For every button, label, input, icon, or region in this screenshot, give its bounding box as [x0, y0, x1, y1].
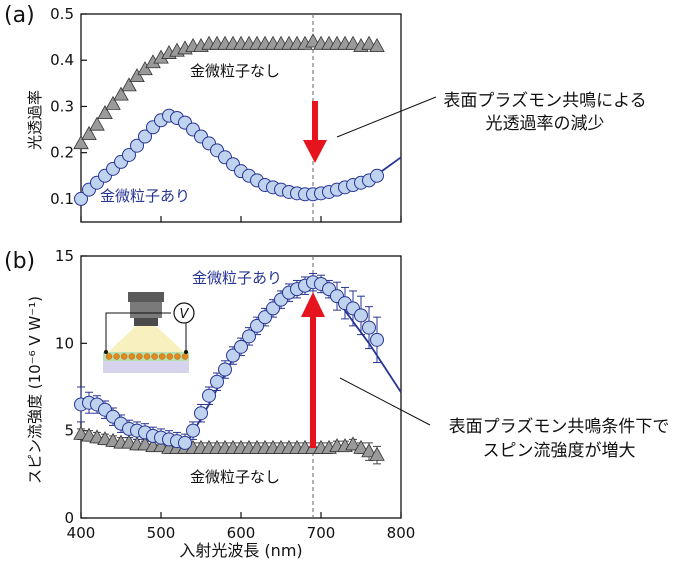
y-tick-label-a: 0.2 — [50, 144, 74, 162]
circle-point-b — [178, 435, 192, 450]
circle-point-b — [194, 406, 208, 421]
panel-a-ylabel: 光透過率 — [26, 90, 44, 150]
y-tick-label-a: 0.4 — [50, 51, 74, 69]
triangle-point-a — [73, 135, 89, 150]
gold-particle — [151, 353, 158, 360]
panel-a-label: (a) — [4, 3, 35, 28]
gold-particle — [113, 353, 120, 360]
triangle-point-a — [121, 77, 137, 92]
circle-point-b — [242, 329, 256, 344]
objective-lens-tip — [134, 318, 158, 326]
circle-point-a — [74, 191, 88, 206]
annotation-a-pointer — [336, 96, 437, 138]
gold-particle — [143, 353, 151, 360]
panel-b-label-without: 金微粒子なし — [190, 468, 280, 486]
contact-left — [104, 350, 108, 354]
triangle-point-b — [369, 446, 385, 461]
objective-lens-top — [128, 292, 164, 302]
circle-point-b — [362, 320, 376, 335]
annotation-a-line2: 光透過率の減少 — [486, 114, 605, 134]
triangle-point-a — [97, 105, 113, 120]
y-tick-label-b: 15 — [55, 247, 74, 265]
circle-point-a — [138, 129, 152, 144]
substrate — [103, 361, 189, 373]
panel-b-ylabel: スピン流強度 (10⁻⁶ V W⁻¹) — [26, 296, 44, 484]
circle-point-b — [234, 339, 248, 354]
annotation-b-pointer — [339, 377, 431, 426]
gold-particle — [105, 353, 113, 360]
gold-particle — [136, 353, 143, 360]
panel-a-marks — [73, 33, 402, 206]
increase-arrow — [301, 292, 325, 448]
x-axis-label: 入射光波長 (nm) — [179, 541, 302, 560]
y-tick-label-b: 5 — [64, 422, 74, 440]
panel-a-ticks: 0.1 0.2 0.3 0.4 0.5 — [50, 5, 402, 222]
x-tick-label: 600 — [227, 524, 256, 542]
decrease-arrow — [303, 101, 327, 163]
gold-particle — [181, 353, 189, 360]
triangle-point-a — [113, 86, 129, 101]
triangle-point-a — [369, 38, 385, 53]
circle-point-b — [370, 332, 384, 347]
x-tick-label: 700 — [307, 524, 336, 542]
circle-point-b — [210, 374, 224, 389]
triangle-point-a — [81, 125, 97, 140]
triangle-point-a — [129, 68, 145, 83]
panel-b-label-with: 金微粒子あり — [192, 269, 282, 287]
y-tick-label-a: 0.1 — [50, 190, 74, 208]
circle-point-a — [122, 147, 136, 162]
triangle-point-a — [89, 116, 105, 131]
x-tick-label: 500 — [147, 524, 176, 542]
circle-point-b — [186, 423, 200, 438]
voltmeter-symbol: V — [180, 307, 190, 322]
annotation-b-line1: 表面プラズモン共鳴条件下で — [449, 417, 670, 437]
circle-point-b — [218, 362, 232, 377]
panel-a-label-with: 金微粒子あり — [100, 187, 190, 205]
triangle-point-a — [137, 61, 153, 76]
triangle-point-a — [105, 95, 121, 110]
voltmeter-icon — [173, 302, 195, 324]
y-tick-label-b: 10 — [55, 334, 74, 352]
triangle-point-b — [353, 439, 369, 454]
gold-particle — [166, 353, 174, 360]
panel-b-label: (b) — [4, 249, 35, 274]
panel-b-ticks: 0 5 10 15 400 500 600 700 800 — [55, 247, 415, 542]
circle-point-b — [258, 310, 272, 325]
y-tick-label-a: 0.3 — [50, 97, 74, 115]
circle-point-b — [202, 388, 216, 403]
panel-a-label-without: 金微粒子なし — [190, 62, 280, 80]
wire-left — [105, 312, 171, 352]
gold-particle — [120, 353, 128, 360]
triangle-point-b — [345, 436, 361, 451]
circle-point-b — [266, 301, 280, 316]
circle-point-b — [354, 308, 368, 323]
y-tick-label-a: 0.5 — [50, 5, 74, 23]
circle-point-b — [250, 318, 264, 333]
x-tick-label: 800 — [387, 524, 416, 542]
light-beam — [108, 326, 184, 352]
circle-point-a — [130, 138, 144, 153]
x-tick-label: 400 — [67, 524, 96, 542]
triangle-point-b — [361, 443, 377, 458]
gold-particle — [174, 353, 181, 360]
gold-particle — [128, 353, 136, 360]
gold-particles — [105, 353, 189, 360]
panel-b-marks — [73, 272, 402, 465]
circle-point-a — [370, 168, 384, 183]
measurement-setup-inset: V — [103, 292, 195, 373]
circle-point-b — [226, 348, 240, 363]
y-tick-label-b: 0 — [64, 509, 74, 527]
annotation-b-line2: スピン流強度が増大 — [483, 441, 636, 461]
contact-right — [184, 350, 188, 354]
annotation-a-line1: 表面プラズモン共鳴による — [443, 91, 646, 111]
gold-particle — [158, 353, 166, 360]
objective-lens-body — [130, 302, 162, 318]
